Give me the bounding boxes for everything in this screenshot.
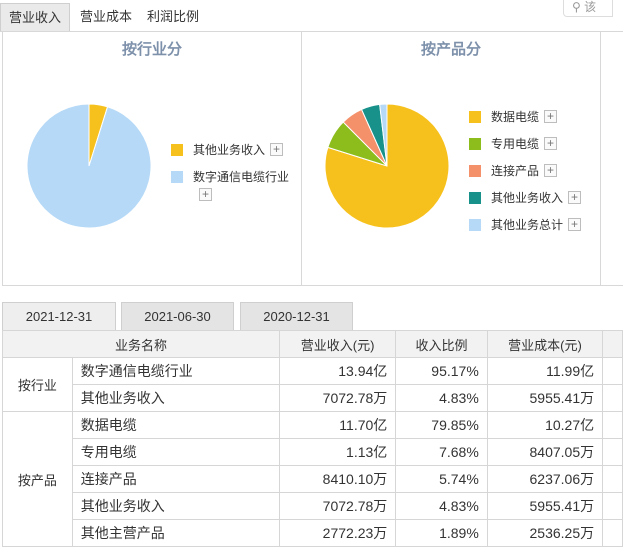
header-business-name: 业务名称 — [2, 330, 280, 358]
row-name: 其他业务收入 — [71, 492, 280, 520]
date-tab-2021-06-30[interactable]: 2021-06-30 — [121, 302, 234, 330]
date-tab-2021-12-31[interactable]: 2021-12-31 — [2, 302, 116, 330]
top-tab-bar: 营业收入 营业成本 利润比例 ⚲ 该 — [0, 0, 623, 32]
expand-plus-icon[interactable]: + — [270, 143, 283, 156]
legend-label: 数据电缆 — [491, 110, 540, 124]
date-tab-2020-12-31[interactable]: 2020-12-31 — [240, 302, 353, 330]
legend-swatch — [171, 171, 183, 183]
legend-label: 其他业务收入 — [491, 191, 564, 205]
expand-plus-icon[interactable]: + — [544, 110, 557, 123]
row-name: 连接产品 — [71, 465, 280, 493]
row-ratio: 1.89% — [395, 519, 488, 547]
group-label-product: 按产品 — [2, 411, 73, 547]
group-label-industry: 按行业 — [2, 357, 73, 412]
expand-plus-icon[interactable]: + — [544, 137, 557, 150]
row-revenue: 13.94亿 — [278, 357, 397, 385]
table-row: 按产品 数据电缆 11.70亿 79.85% 10.27亿 — [2, 411, 623, 547]
row-revenue: 2772.23万 — [278, 519, 397, 547]
next-panel-edge — [600, 31, 623, 286]
legend-swatch — [469, 165, 481, 177]
product-panel-title: 按产品分 — [420, 41, 481, 58]
legend-swatch — [469, 192, 481, 204]
product-pie-chart — [324, 103, 450, 229]
row-ratio: 5.74% — [395, 465, 488, 493]
table-header-row: 业务名称 营业收入(元) 收入比例 营业成本(元) — [2, 330, 623, 358]
row-revenue: 7072.78万 — [278, 492, 397, 520]
table-row: 其他业务收入 7072.78万 4.83% 5955.41万 — [3, 384, 623, 412]
row-extra — [602, 492, 623, 520]
row-revenue: 1.13亿 — [278, 438, 397, 466]
expand-plus-icon[interactable]: + — [199, 188, 212, 201]
legend-label: 其他业务总计 — [491, 218, 564, 232]
legend-swatch — [171, 144, 183, 156]
row-cost: 5955.41万 — [486, 384, 604, 412]
row-name: 数字通信电缆行业 — [71, 357, 280, 385]
row-revenue: 8410.10万 — [278, 465, 397, 493]
row-name: 数据电缆 — [71, 411, 280, 439]
legend-swatch — [469, 138, 481, 150]
legend-label: 连接产品 — [491, 164, 540, 178]
industry-panel-title: 按行业分 — [121, 41, 182, 58]
row-cost: 11.99亿 — [486, 357, 604, 385]
row-cost: 2536.25万 — [486, 519, 604, 547]
row-ratio: 79.85% — [395, 411, 488, 439]
legend-label: 专用电缆 — [491, 137, 540, 151]
tab-profit-ratio[interactable]: 利润比例 — [147, 9, 200, 24]
row-ratio: 4.83% — [395, 384, 488, 412]
header-ratio: 收入比例 — [395, 330, 488, 358]
row-revenue: 7072.78万 — [278, 384, 397, 412]
tab-cost[interactable]: 营业成本 — [80, 9, 133, 24]
table-row: 连接产品 8410.10万 5.74% 6237.06万 — [3, 465, 623, 493]
expand-plus-icon[interactable]: + — [544, 164, 557, 177]
row-cost: 8407.05万 — [486, 438, 604, 466]
row-cost: 5955.41万 — [486, 492, 604, 520]
tab-revenue[interactable]: 营业收入 — [0, 3, 71, 31]
expand-plus-icon[interactable]: + — [568, 191, 581, 204]
row-revenue: 11.70亿 — [278, 411, 397, 439]
row-ratio: 7.68% — [395, 438, 488, 466]
row-ratio: 4.83% — [395, 492, 488, 520]
row-cost: 6237.06万 — [486, 465, 604, 493]
legend-swatch — [469, 219, 481, 231]
revenue-table: 业务名称 营业收入(元) 收入比例 营业成本(元) 按行业 数字通信电缆行业 1… — [2, 330, 623, 547]
legend-label: 其他业务收入 — [193, 143, 266, 157]
row-extra — [602, 465, 623, 493]
row-extra — [602, 411, 623, 439]
row-ratio: 95.17% — [395, 357, 488, 385]
row-name: 其他主营产品 — [71, 519, 280, 547]
pie-slice-1[interactable] — [26, 103, 152, 229]
search-icon: ⚲ — [572, 0, 581, 14]
legend-swatch — [469, 111, 481, 123]
row-name: 专用电缆 — [71, 438, 280, 466]
table-row: 其他业务收入 7072.78万 4.83% 5955.41万 — [3, 492, 623, 520]
row-name: 其他业务收入 — [71, 384, 280, 412]
table-row: 专用电缆 1.13亿 7.68% 8407.05万 — [3, 438, 623, 466]
industry-panel: 按行业分 其他业务收入 + 数字通信电缆行业 + — [2, 31, 302, 286]
row-cost: 10.27亿 — [486, 411, 604, 439]
header-cost: 营业成本(元) — [486, 330, 604, 358]
legend-label: 数字通信电缆行业 — [193, 170, 290, 184]
pie-slice-4[interactable] — [379, 103, 388, 167]
table-row: 其他主营产品 2772.23万 1.89% 2536.25万 — [3, 519, 623, 547]
table-row: 按行业 数字通信电缆行业 13.94亿 95.17% 11.99亿 — [2, 357, 623, 412]
header-extra — [602, 330, 623, 358]
header-revenue: 营业收入(元) — [278, 330, 397, 358]
row-extra — [602, 438, 623, 466]
product-panel: 按产品分 数据电缆 + 专用电缆 + 连接产品 + 其他业务收入 + 其他业务总… — [301, 31, 601, 286]
date-tab-bar: 2021-12-31 2021-06-30 2020-12-31 — [0, 302, 623, 330]
industry-pie-chart — [26, 103, 152, 229]
row-extra — [602, 384, 623, 412]
search-box[interactable]: ⚲ 该 — [563, 0, 613, 17]
row-extra — [602, 357, 623, 385]
expand-plus-icon[interactable]: + — [568, 218, 581, 231]
row-extra — [602, 519, 623, 547]
search-hint: 该 — [584, 0, 597, 14]
